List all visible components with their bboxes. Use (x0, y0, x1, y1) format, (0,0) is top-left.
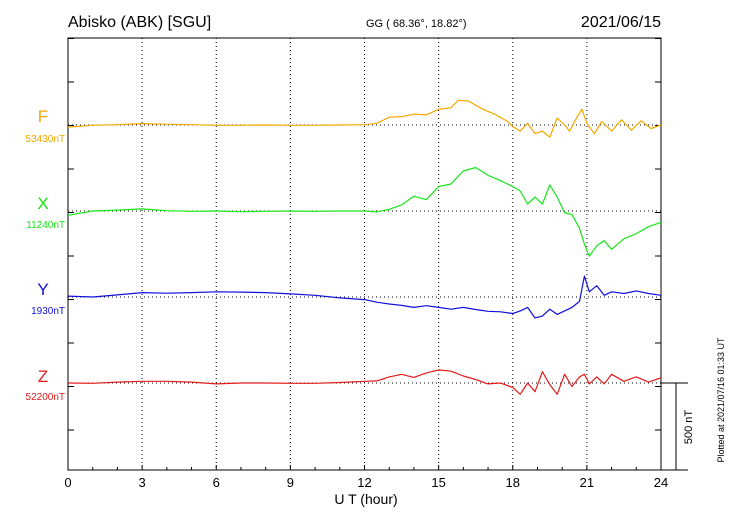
series-name-y: Y (37, 280, 48, 299)
plotted-timestamp: Plotted at 2021/07/16 01:33 UT (716, 337, 726, 463)
x-tick-label: 21 (580, 475, 594, 490)
x-tick-label: 12 (357, 475, 371, 490)
series-line-f (67, 99, 662, 138)
station-coordinates: GG ( 68.36°, 18.82°) (366, 18, 467, 30)
x-axis-label: U T (hour) (334, 491, 397, 507)
series-baseline-y: 1930nT (31, 306, 65, 317)
series-line-x (67, 166, 662, 257)
x-tick-label: 3 (139, 475, 146, 490)
series-name-f: F (38, 107, 48, 126)
series-name-x: X (37, 194, 48, 213)
series-labels: F 53430nT X 11240nT Y 1930nT Z 52200nT (26, 107, 65, 403)
series-baseline-f: 53430nT (26, 134, 65, 145)
x-tick-label: 15 (431, 475, 445, 490)
axis-ticks: 0 3 6 9 12 15 18 21 24 (64, 38, 668, 490)
x-tick-label: 24 (654, 475, 668, 490)
x-tick-label: 6 (213, 475, 220, 490)
series-baseline-z: 52200nT (26, 392, 65, 403)
x-tick-label: 0 (64, 475, 71, 490)
station-title: Abisko (ABK) [SGU] (68, 14, 211, 31)
series-line-z (67, 369, 662, 395)
scale-bar-label: 500 nT (683, 410, 695, 445)
x-tick-label: 18 (506, 475, 520, 490)
series-line-y (67, 275, 662, 319)
series-baseline-x: 11240nT (26, 220, 65, 231)
x-tick-label: 9 (287, 475, 294, 490)
date-label: 2021/06/15 (581, 14, 661, 31)
grid-lines (68, 38, 661, 470)
series-group (67, 99, 662, 395)
scale-bar: 500 nT (661, 382, 695, 471)
series-name-z: Z (38, 367, 48, 386)
